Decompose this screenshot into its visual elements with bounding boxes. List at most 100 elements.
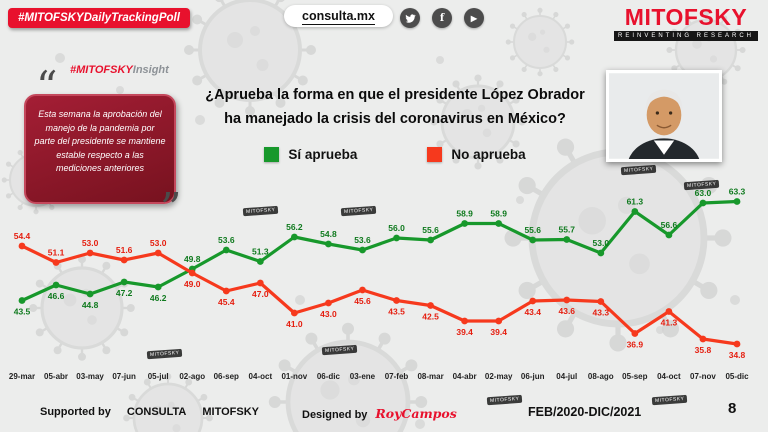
svg-text:07-jun: 07-jun <box>112 372 136 381</box>
svg-text:03-ene: 03-ene <box>350 372 376 381</box>
insight-hashtag: #MITOFSKYInsight <box>70 64 169 76</box>
svg-text:04-jul: 04-jul <box>556 372 577 381</box>
svg-text:36.9: 36.9 <box>627 340 644 350</box>
date-range-label: FEB/2020-DIC/2021 <box>528 405 642 419</box>
svg-text:58.9: 58.9 <box>490 209 507 219</box>
svg-text:46.2: 46.2 <box>150 293 167 303</box>
legend-item-approve: Sí aprueba <box>264 147 357 162</box>
twitter-icon[interactable] <box>400 8 420 28</box>
insight-hashtag-main: #MITOFSKY <box>70 64 133 76</box>
svg-text:53.0: 53.0 <box>593 238 610 248</box>
svg-text:41.3: 41.3 <box>661 318 678 328</box>
chart-title: ¿Aprueba la forma en que el presidente L… <box>195 84 595 132</box>
disapprove-color-swatch <box>427 147 443 162</box>
svg-text:54.4: 54.4 <box>14 231 31 241</box>
daily-tracking-poll-badge: #MITOFSKYDailyTrackingPoll <box>8 8 190 28</box>
page-number: 8 <box>728 400 737 417</box>
svg-text:43.5: 43.5 <box>388 307 405 317</box>
mitofsky-logo: MITOFSKY REINVENTING RESEARCH <box>613 6 758 41</box>
consulta-site-link[interactable]: consulta.mx <box>284 5 393 27</box>
svg-text:61.3: 61.3 <box>627 197 644 207</box>
mitofsky-logo-tagline: REINVENTING RESEARCH <box>613 31 758 41</box>
svg-text:06-jun: 06-jun <box>521 372 545 381</box>
svg-text:05-dic: 05-dic <box>725 372 749 381</box>
svg-text:51.6: 51.6 <box>116 245 133 255</box>
series-si-aprueba: 43.5 46.6 44.8 47.2 46.2 49.8 53.6 51.3 56.2 54.8… <box>14 187 746 317</box>
svg-text:05-abr: 05-abr <box>44 372 68 381</box>
svg-text:47.2: 47.2 <box>116 288 133 298</box>
svg-text:07-nov: 07-nov <box>690 372 716 381</box>
svg-text:35.8: 35.8 <box>695 345 712 355</box>
supporter-mitofsky: MITOFSKY <box>202 406 260 418</box>
approve-color-swatch <box>264 147 280 162</box>
site-label: consulta.mx <box>302 9 375 25</box>
designer-name: RoyCampos <box>375 406 457 421</box>
svg-text:04-oct: 04-oct <box>657 372 681 381</box>
svg-text:34.8: 34.8 <box>729 350 746 360</box>
x-axis-labels: 29-mar 05-abr 03-may 07-jun 05-jul 02-ago 06-s… <box>9 372 749 381</box>
svg-text:45.6: 45.6 <box>354 296 371 306</box>
svg-text:55.6: 55.6 <box>524 225 541 235</box>
svg-text:55.6: 55.6 <box>422 225 439 235</box>
svg-text:05-sep: 05-sep <box>622 372 647 381</box>
svg-text:45.4: 45.4 <box>218 297 235 307</box>
svg-text:49.0: 49.0 <box>184 279 201 289</box>
supported-by-label: Supported by <box>40 406 111 418</box>
svg-text:05-jul: 05-jul <box>148 372 169 381</box>
svg-text:43.6: 43.6 <box>558 306 575 316</box>
svg-text:02-ago: 02-ago <box>179 372 205 381</box>
footer-designed: Designed by RoyCampos <box>302 406 457 421</box>
svg-text:03-may: 03-may <box>76 372 104 381</box>
president-portrait-illustration <box>609 73 719 159</box>
youtube-icon[interactable]: ▶ <box>464 8 484 28</box>
approve-legend-label: Sí aprueba <box>288 147 358 162</box>
svg-text:02-may: 02-may <box>485 372 513 381</box>
chart-title-line2: ha manejado la crisis del coronavirus en… <box>224 110 566 127</box>
svg-text:63.0: 63.0 <box>695 188 712 198</box>
svg-text:58.9: 58.9 <box>456 209 473 219</box>
svg-text:53.6: 53.6 <box>354 235 371 245</box>
svg-text:04-oct: 04-oct <box>249 372 273 381</box>
svg-text:54.8: 54.8 <box>320 229 337 239</box>
svg-text:43.0: 43.0 <box>320 309 337 319</box>
series-no-aprueba: 54.4 51.1 53.0 51.6 53.0 49.0 45.4 47.0 41.0 43.0… <box>14 231 746 360</box>
president-photo <box>606 70 722 162</box>
twitter-bird-icon <box>405 13 416 23</box>
approval-chart-svg: 29-mar 05-abr 03-may 07-jun 05-jul 02-ago 06-s… <box>9 187 749 382</box>
svg-text:06-sep: 06-sep <box>214 372 239 381</box>
svg-text:01-nov: 01-nov <box>281 372 307 381</box>
chart-title-line1: ¿Aprueba la forma en que el presidente L… <box>205 87 585 103</box>
designed-by-label: Designed by <box>302 409 368 421</box>
svg-text:53.0: 53.0 <box>150 238 167 248</box>
svg-text:56.2: 56.2 <box>286 222 303 232</box>
svg-text:49.8: 49.8 <box>184 254 201 264</box>
facebook-icon[interactable]: f <box>432 8 452 28</box>
svg-text:29-mar: 29-mar <box>9 372 35 381</box>
approval-line-chart: 29-mar 05-abr 03-may 07-jun 05-jul 02-ago 06-s… <box>0 183 768 388</box>
footer-supported: Supported by CONSULTA MITOFSKY <box>40 406 259 418</box>
svg-text:43.5: 43.5 <box>14 307 31 317</box>
svg-text:08-mar: 08-mar <box>417 372 443 381</box>
svg-text:46.6: 46.6 <box>48 291 65 301</box>
close-quote-icon: ” <box>160 184 182 233</box>
svg-text:47.0: 47.0 <box>252 289 269 299</box>
svg-text:08-ago: 08-ago <box>588 372 614 381</box>
svg-text:06-dic: 06-dic <box>317 372 341 381</box>
legend-item-disapprove: No aprueba <box>427 147 526 162</box>
svg-text:51.1: 51.1 <box>48 248 65 258</box>
svg-text:43.3: 43.3 <box>593 308 610 318</box>
insight-quote-text: Esta semana la aprobación del manejo de … <box>34 109 166 173</box>
svg-text:53.6: 53.6 <box>218 235 235 245</box>
svg-text:43.4: 43.4 <box>524 307 541 317</box>
svg-text:42.5: 42.5 <box>422 312 439 322</box>
supporter-consulta: CONSULTA <box>126 406 187 418</box>
chart-legend: Sí aprueba No aprueba <box>195 147 595 162</box>
svg-text:04-abr: 04-abr <box>453 372 477 381</box>
open-quote-icon: “ <box>36 62 58 111</box>
svg-text:56.6: 56.6 <box>661 220 678 230</box>
insight-hashtag-suffix: Insight <box>132 64 169 76</box>
svg-text:39.4: 39.4 <box>490 327 507 337</box>
svg-text:63.3: 63.3 <box>729 187 746 197</box>
svg-text:44.8: 44.8 <box>82 300 99 310</box>
svg-text:56.0: 56.0 <box>388 223 405 233</box>
